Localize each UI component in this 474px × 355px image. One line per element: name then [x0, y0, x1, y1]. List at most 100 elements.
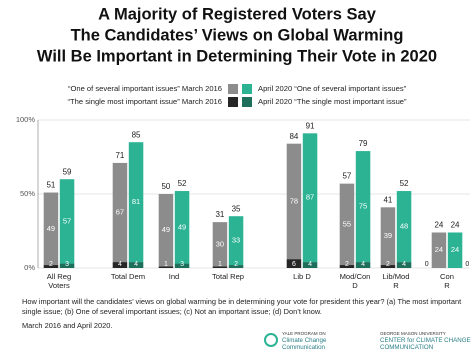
bar-segment: [228, 216, 244, 266]
logo-line: Communication: [282, 344, 325, 351]
bar-segment: [43, 192, 59, 266]
x-tick-label: Lib D: [293, 272, 311, 281]
value-label: 39: [384, 231, 392, 240]
footnote-date: March 2016 and April 2020.: [22, 321, 113, 330]
x-tick-label: Total Rep: [212, 272, 244, 281]
x-tick-label: Mod/Con: [340, 272, 371, 281]
bar-segment: [59, 179, 75, 264]
value-label: 2: [386, 261, 390, 268]
legend-swatch: [242, 97, 252, 107]
bar-segment: [286, 143, 302, 260]
value-label: 2: [49, 261, 53, 268]
value-label: 0: [425, 261, 429, 268]
bar-segment: [212, 266, 228, 268]
bar-segment: [339, 183, 355, 266]
value-label: 57: [63, 216, 71, 225]
bar-segment: [380, 207, 396, 266]
bar-segment: [447, 232, 463, 268]
logo-line: GEORGE MASON UNIVERSITY: [380, 331, 446, 336]
bar-segment: [158, 266, 174, 268]
value-label: 3: [65, 261, 69, 268]
bar-segment: [174, 191, 190, 264]
bar-segment: [302, 262, 318, 268]
bar-segment: [158, 194, 174, 267]
bar-segment: [212, 222, 228, 267]
y-tick-label: 100%: [16, 115, 36, 124]
bar-segment: [43, 265, 59, 268]
bar-segment: [302, 133, 318, 263]
value-label: 24: [451, 245, 459, 254]
bar-segment: [128, 262, 144, 268]
bar-segment: [396, 191, 412, 263]
total-label: 24: [434, 221, 443, 230]
bar-segment: [355, 151, 371, 263]
chart-title: Will Be Important in Determining Their V…: [37, 47, 437, 65]
bar-segment: [59, 263, 75, 268]
value-label: 0: [465, 261, 469, 268]
x-tick-label: Total Dem: [111, 272, 145, 281]
value-label: 67: [116, 207, 124, 216]
value-label: 3: [180, 261, 184, 268]
value-label: 24: [435, 245, 443, 254]
value-label: 6: [292, 261, 296, 268]
legend-swatch: [228, 84, 238, 94]
logo-line: YALE PROGRAM ON: [282, 331, 326, 336]
footnote: How important will the candidates’ views…: [22, 297, 462, 316]
value-label: 1: [164, 261, 168, 268]
total-label: 51: [46, 181, 55, 190]
value-label: 2: [234, 261, 238, 268]
legend-label: “The single most important issue” March …: [68, 97, 222, 106]
total-label: 24: [451, 221, 460, 230]
bar-segment: [355, 262, 371, 268]
logo-gmu: GEORGE MASON UNIVERSITY CENTER for CLIMA…: [380, 330, 471, 351]
x-tick-label: All Reg: [47, 272, 71, 281]
bar-segment: [339, 265, 355, 268]
bar-segment: [431, 232, 447, 268]
x-tick-label: Con: [440, 272, 454, 281]
x-tick-label: Voters: [48, 281, 70, 290]
value-label: 87: [306, 193, 314, 202]
total-label: 59: [63, 167, 72, 176]
total-label: 35: [232, 204, 241, 213]
chart-title: A Majority of Registered Voters Say: [98, 5, 377, 23]
total-label: 71: [115, 151, 124, 160]
total-label: 57: [342, 172, 351, 181]
value-label: 1: [218, 261, 222, 268]
value-label: 33: [232, 236, 240, 245]
value-label: 55: [343, 219, 351, 228]
bar-segment: [112, 262, 128, 268]
bar-segment: [128, 142, 144, 263]
logo-line: COMMUNICATION: [380, 344, 434, 351]
total-label: 31: [215, 210, 224, 219]
legend-label: “One of several important issues” March …: [68, 84, 222, 93]
value-label: 49: [178, 222, 186, 231]
value-label: 4: [402, 261, 406, 268]
logo-icon: [264, 333, 278, 347]
value-label: 4: [308, 261, 312, 268]
value-label: 48: [400, 222, 408, 231]
x-tick-label: D: [352, 281, 358, 290]
chart-title: The Candidates’ Views on Global Warming: [71, 26, 404, 44]
x-tick-label: R: [393, 281, 399, 290]
value-label: 78: [290, 196, 298, 205]
bar-segment: [396, 262, 412, 268]
value-label: 4: [134, 261, 138, 268]
legend-swatch: [242, 84, 252, 94]
x-tick-label: Ind: [169, 272, 180, 281]
legend-label: April 2020 “One of several important iss…: [258, 84, 407, 93]
y-tick-label: 0%: [24, 263, 35, 272]
total-label: 84: [289, 132, 298, 141]
value-label: 49: [162, 225, 170, 234]
total-label: 52: [400, 179, 409, 188]
total-label: 91: [306, 121, 315, 130]
logo-yale: YALE PROGRAM ON Climate Change Communica…: [264, 330, 326, 351]
y-tick-label: 50%: [20, 189, 35, 198]
value-label: 4: [118, 261, 122, 268]
total-label: 41: [383, 195, 392, 204]
legend-swatch: [228, 97, 238, 107]
x-tick-label: Lib/Mod: [382, 272, 409, 281]
total-label: 50: [161, 182, 170, 191]
total-label: 52: [178, 179, 187, 188]
